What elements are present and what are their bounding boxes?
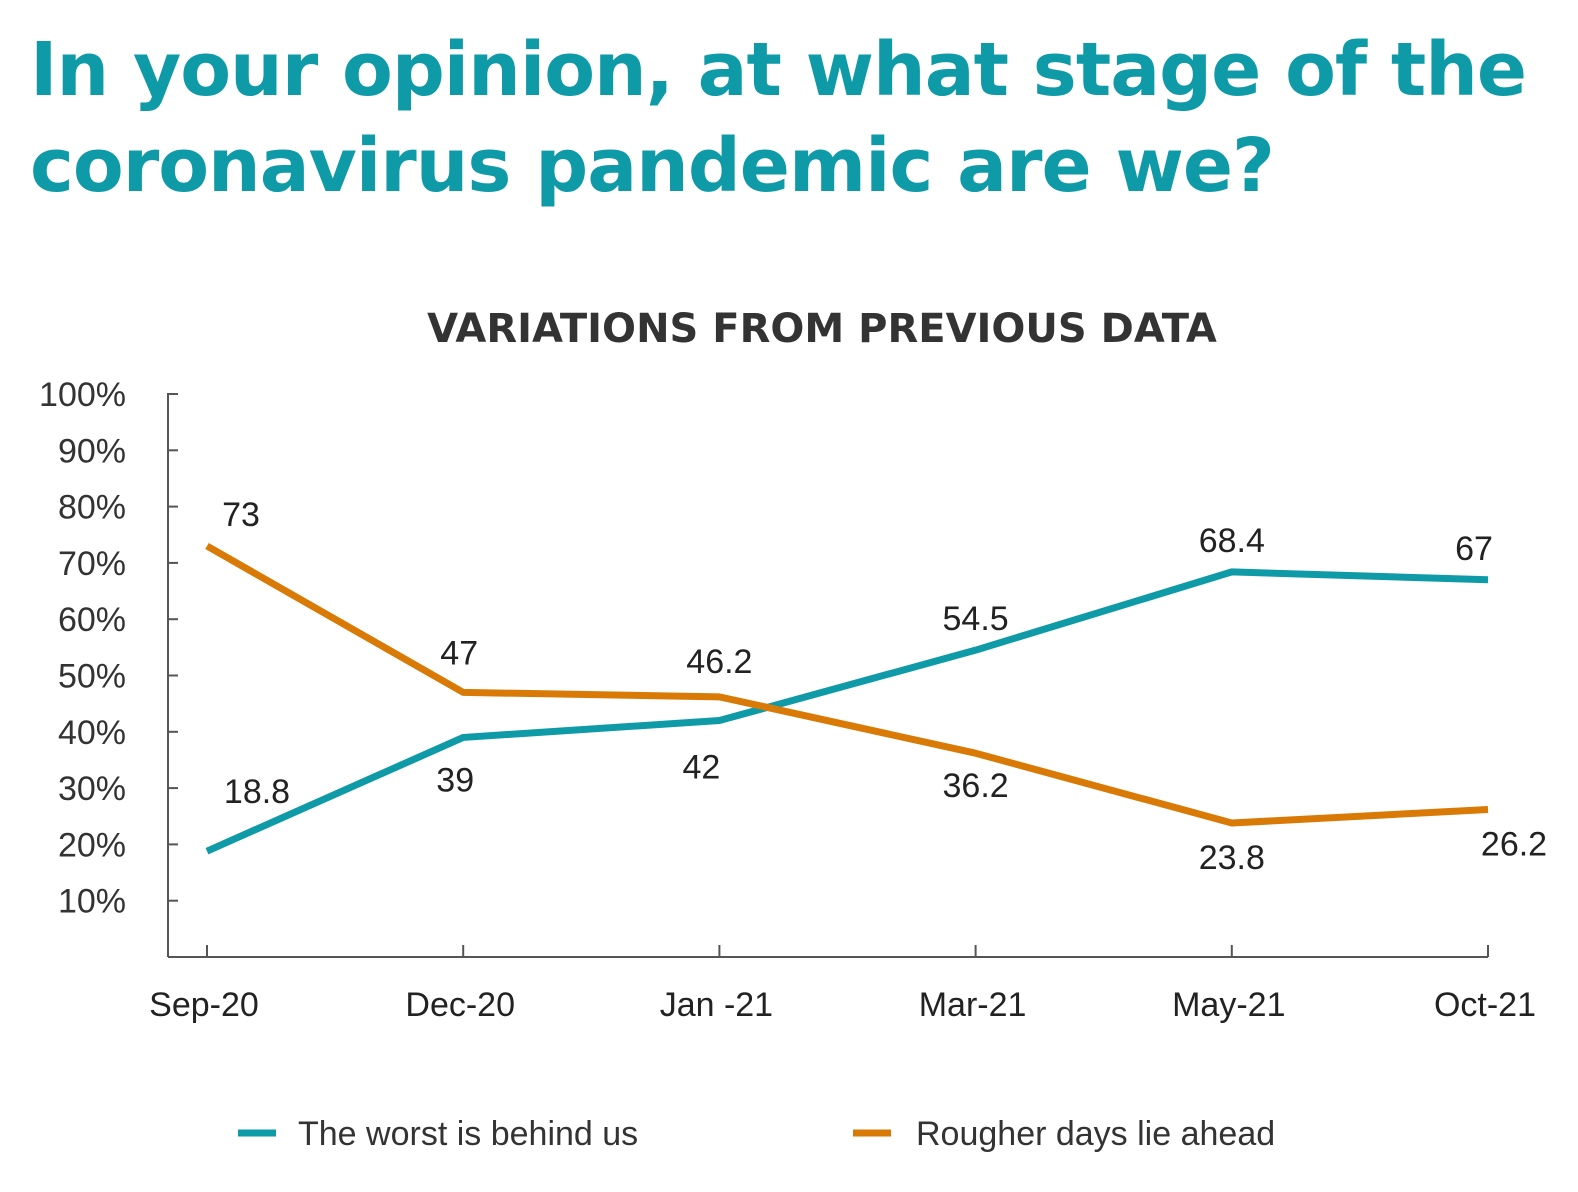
data-label: 23.8	[1199, 839, 1265, 877]
x-tick-label: Sep-20	[149, 986, 259, 1024]
y-tick-label: 70%	[58, 545, 126, 583]
data-label: 73	[222, 496, 260, 534]
y-tick-label: 10%	[58, 883, 126, 921]
y-tick-label: 50%	[58, 658, 126, 696]
x-axis-ticks: Sep-20 Dec-20 Jan -21 Mar-21 May-21 Oct-21	[149, 945, 1536, 1024]
series-line-2	[205, 542, 1489, 827]
data-label: 54.5	[943, 600, 1009, 638]
series-lines	[205, 542, 1489, 855]
x-tick-label: Jan -21	[660, 986, 773, 1024]
y-tick-label: 40%	[58, 714, 126, 752]
data-label: 26.2	[1481, 825, 1547, 863]
page-title-line-1: In your opinion, at what stage of the	[30, 27, 1527, 113]
data-labels: 18.8 39 42 54.5 68.4 67 73 47 46.2 36.2 23.8 26.2	[222, 496, 1547, 877]
legend: The worst is behind us Rougher days lie a…	[238, 1115, 1275, 1153]
y-tick-label: 30%	[58, 770, 126, 808]
chart-title: VARIATIONS FROM PREVIOUS DATA	[427, 306, 1217, 352]
x-tick-label: Dec-20	[405, 986, 515, 1024]
data-label: 36.2	[943, 767, 1009, 805]
page-title-line-2: coronavirus pandemic are we?	[30, 123, 1275, 209]
legend-label-2: Rougher days lie ahead	[916, 1115, 1275, 1153]
x-tick-label: Mar-21	[919, 986, 1027, 1024]
axes	[167, 393, 1488, 958]
data-label: 42	[682, 749, 720, 787]
y-tick-label: 90%	[58, 432, 126, 470]
page-title: In your opinion, at what stage of the co…	[30, 22, 1550, 214]
y-tick-label: 60%	[58, 601, 126, 639]
series-line-1	[205, 568, 1489, 855]
y-axis-ticks: 10% 20% 30% 40% 50% 60% 70% 80% 90% 100%	[39, 376, 178, 921]
legend-label-1: The worst is behind us	[298, 1115, 638, 1153]
y-tick-label: 100%	[39, 376, 126, 414]
data-label: 68.4	[1199, 522, 1265, 560]
y-tick-label: 80%	[58, 489, 126, 527]
data-label: 39	[436, 761, 474, 799]
data-label: 67	[1455, 530, 1493, 568]
x-tick-label: May-21	[1172, 986, 1285, 1024]
x-tick-label: Oct-21	[1434, 986, 1536, 1024]
data-label: 18.8	[224, 773, 290, 811]
data-label: 47	[440, 634, 478, 672]
y-tick-label: 20%	[58, 826, 126, 864]
data-label: 46.2	[686, 643, 752, 681]
